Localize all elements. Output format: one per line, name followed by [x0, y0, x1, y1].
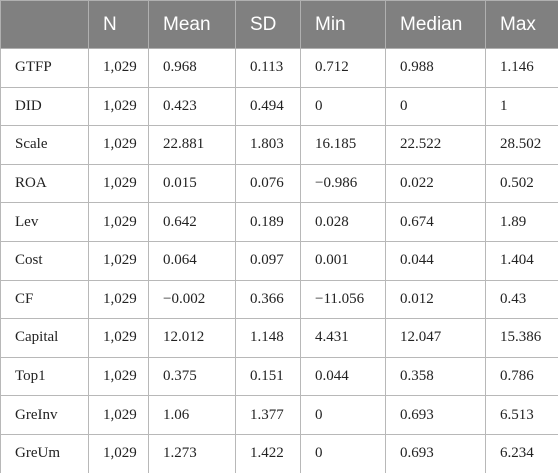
- cell: 1,029: [88, 318, 149, 358]
- table-body: GTFP 1,029 0.968 0.113 0.712 0.988 1.146 DID 1,0…: [0, 48, 558, 473]
- table-row: Cost 1,029 0.064 0.097 0.001 0.044 1.404: [0, 240, 558, 281]
- table-row: Lev 1,029 0.642 0.189 0.028 0.674 1.89: [0, 202, 558, 242]
- cell: 15.386: [485, 318, 558, 358]
- cell: 0.189: [235, 202, 301, 242]
- cell: 0.001: [300, 240, 386, 281]
- row-label: Cost: [0, 240, 89, 281]
- table-row: GTFP 1,029 0.968 0.113 0.712 0.988 1.146: [0, 48, 558, 88]
- cell: 1.89: [485, 202, 558, 242]
- header-corner: [0, 0, 89, 49]
- cell: 0.022: [385, 163, 486, 204]
- cell: 0: [300, 395, 386, 435]
- cell: 1,029: [88, 202, 149, 242]
- cell: 0: [300, 433, 386, 473]
- cell: 0.028: [300, 202, 386, 242]
- cell: 0.097: [235, 240, 301, 281]
- row-label: Top1: [0, 356, 89, 397]
- header-row: N Mean SD Min Median Max: [0, 0, 558, 49]
- column-header: Min: [300, 0, 386, 49]
- cell: 12.047: [385, 318, 486, 358]
- cell: 0.044: [300, 356, 386, 397]
- cell: 1,029: [88, 279, 149, 320]
- column-header: N: [88, 0, 149, 49]
- cell: 0.012: [385, 279, 486, 320]
- cell: 22.881: [148, 125, 236, 165]
- cell: 1.273: [148, 433, 236, 473]
- cell: 0.494: [235, 86, 301, 127]
- cell: 1.148: [235, 318, 301, 358]
- cell: 0.064: [148, 240, 236, 281]
- cell: 0.693: [385, 395, 486, 435]
- table-row: CF 1,029 −0.002 0.366 −11.056 0.012 0.43: [0, 279, 558, 320]
- row-label: ROA: [0, 163, 89, 204]
- row-label: GreUm: [0, 433, 89, 473]
- cell: 28.502: [485, 125, 558, 165]
- table-row: Top1 1,029 0.375 0.151 0.044 0.358 0.786: [0, 356, 558, 397]
- cell: 0.968: [148, 48, 236, 88]
- cell: 1.404: [485, 240, 558, 281]
- row-label: CF: [0, 279, 89, 320]
- cell: 0.712: [300, 48, 386, 88]
- row-label: GTFP: [0, 48, 89, 88]
- row-label: Lev: [0, 202, 89, 242]
- column-header: SD: [235, 0, 301, 49]
- cell: 4.431: [300, 318, 386, 358]
- cell: 0.076: [235, 163, 301, 204]
- cell: 1,029: [88, 240, 149, 281]
- cell: 1.06: [148, 395, 236, 435]
- cell: 0: [385, 86, 486, 127]
- row-label: Capital: [0, 318, 89, 358]
- cell: −0.002: [148, 279, 236, 320]
- cell: 1.803: [235, 125, 301, 165]
- cell: −0.986: [300, 163, 386, 204]
- cell: 0.642: [148, 202, 236, 242]
- column-header: Max: [485, 0, 558, 49]
- cell: 1,029: [88, 125, 149, 165]
- cell: 0.358: [385, 356, 486, 397]
- cell: 0.423: [148, 86, 236, 127]
- cell: −11.056: [300, 279, 386, 320]
- cell: 1.422: [235, 433, 301, 473]
- cell: 0.43: [485, 279, 558, 320]
- cell: 22.522: [385, 125, 486, 165]
- cell: 0.693: [385, 433, 486, 473]
- table-row: ROA 1,029 0.015 0.076 −0.986 0.022 0.502: [0, 163, 558, 204]
- table-row: Capital 1,029 12.012 1.148 4.431 12.047 15.386: [0, 318, 558, 358]
- cell: 0.674: [385, 202, 486, 242]
- column-header: Mean: [148, 0, 236, 49]
- row-label: Scale: [0, 125, 89, 165]
- cell: 1: [485, 86, 558, 127]
- cell: 0.988: [385, 48, 486, 88]
- cell: 1.146: [485, 48, 558, 88]
- cell: 1,029: [88, 433, 149, 473]
- cell: 0: [300, 86, 386, 127]
- cell: 0.786: [485, 356, 558, 397]
- cell: 16.185: [300, 125, 386, 165]
- row-label: DID: [0, 86, 89, 127]
- column-header: Median: [385, 0, 486, 49]
- cell: 6.513: [485, 395, 558, 435]
- cell: 0.113: [235, 48, 301, 88]
- table-row: GreInv 1,029 1.06 1.377 0 0.693 6.513: [0, 395, 558, 435]
- cell: 1,029: [88, 356, 149, 397]
- table-row: GreUm 1,029 1.273 1.422 0 0.693 6.234: [0, 433, 558, 473]
- cell: 1.377: [235, 395, 301, 435]
- cell: 0.015: [148, 163, 236, 204]
- cell: 1,029: [88, 48, 149, 88]
- cell: 0.502: [485, 163, 558, 204]
- cell: 6.234: [485, 433, 558, 473]
- cell: 1,029: [88, 86, 149, 127]
- cell: 1,029: [88, 395, 149, 435]
- cell: 0.044: [385, 240, 486, 281]
- cell: 0.366: [235, 279, 301, 320]
- cell: 0.375: [148, 356, 236, 397]
- table-row: DID 1,029 0.423 0.494 0 0 1: [0, 86, 558, 127]
- cell: 12.012: [148, 318, 236, 358]
- table-row: Scale 1,029 22.881 1.803 16.185 22.522 28.502: [0, 125, 558, 165]
- row-label: GreInv: [0, 395, 89, 435]
- cell: 1,029: [88, 163, 149, 204]
- cell: 0.151: [235, 356, 301, 397]
